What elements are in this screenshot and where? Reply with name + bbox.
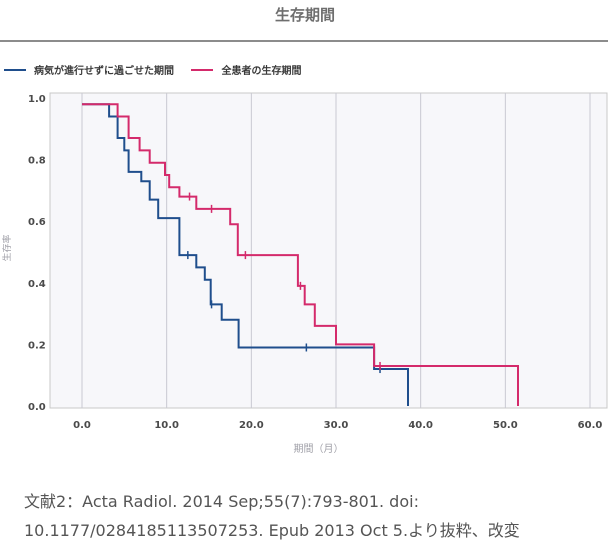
y-axis-label: 生存率 bbox=[1, 234, 13, 261]
legend-label-overall-survival: 全患者の生存期間 bbox=[221, 66, 302, 77]
legend-label-progression-free: 病気が進行せずに過ごせた期間 bbox=[34, 66, 174, 77]
legend-item-progression-free: 病気が進行せずに過ごせた期間 bbox=[4, 62, 174, 77]
y-tick-label: 0.0 bbox=[28, 402, 46, 413]
x-tick-label: 50.0 bbox=[493, 420, 518, 431]
y-tick-label: 0.4 bbox=[28, 279, 46, 290]
series-line-1 bbox=[82, 103, 409, 406]
caption-line-2: 10.1177/0284185113507253. Epub 2013 Oct … bbox=[24, 521, 520, 540]
title-divider bbox=[0, 40, 608, 42]
legend-swatch-overall-survival bbox=[191, 68, 214, 71]
x-tick-label: 30.0 bbox=[324, 420, 349, 431]
y-tick-label: 0.6 bbox=[28, 217, 46, 228]
legend-swatch-progression-free bbox=[4, 68, 26, 71]
plot-area bbox=[49, 92, 608, 409]
legend-item-overall-survival: 全患者の生存期間 bbox=[191, 62, 301, 77]
y-tick-label: 1.0 bbox=[28, 94, 46, 105]
caption-line-1: 文献2：Acta Radiol. 2014 Sep;55(7):793-801.… bbox=[24, 492, 419, 511]
x-tick-label: 0.0 bbox=[73, 420, 91, 431]
survival-chart: 0.0 10.0 20.0 30.0 40.0 50.0 60.0 0.0 0.2 0.4 0.6 0… bbox=[1, 92, 608, 455]
source-caption: 文献2：Acta Radiol. 2014 Sep;55(7):793-801.… bbox=[24, 487, 520, 545]
x-tick-label: 40.0 bbox=[408, 420, 433, 431]
x-tick-label: 10.0 bbox=[154, 420, 179, 431]
y-tick-label: 0.8 bbox=[28, 156, 46, 167]
chart-title: 生存期間 bbox=[274, 6, 335, 24]
x-tick-label: 60.0 bbox=[578, 420, 603, 431]
legend: 病気が進行せずに過ごせた期間 全患者の生存期間 bbox=[4, 62, 315, 77]
y-tick-label: 0.2 bbox=[28, 340, 46, 351]
series-line-2 bbox=[82, 103, 519, 406]
x-axis-label: 期間（月） bbox=[294, 443, 344, 455]
x-tick-label: 20.0 bbox=[239, 420, 264, 431]
